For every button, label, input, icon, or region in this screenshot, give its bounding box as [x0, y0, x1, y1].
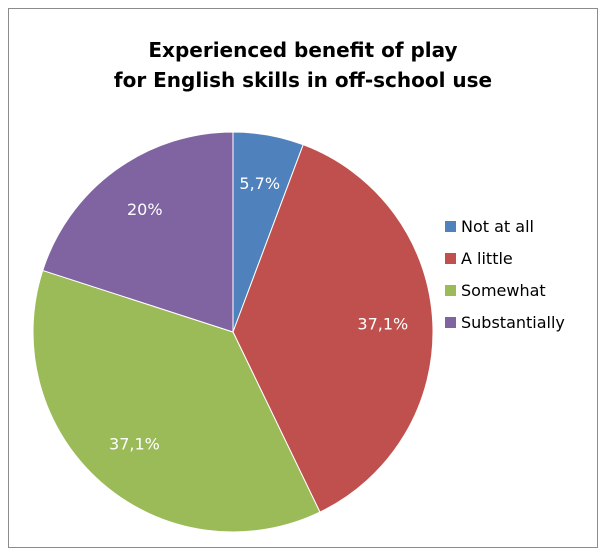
legend-swatch-not-at-all	[445, 220, 456, 232]
pie-slice-a-little	[232, 144, 434, 513]
data-label-not-at-all: 5,7%	[239, 174, 280, 193]
legend: Not at all A little Somewhat Substantial…	[445, 210, 565, 338]
data-label-a-little: 37,1%	[357, 315, 408, 334]
chart-title-line-1: Experienced benefit of play	[148, 38, 458, 62]
legend-label-substantially: Substantially	[461, 312, 565, 332]
chart-title-line-2: for English skills in off-school use	[113, 68, 493, 92]
legend-item-a-little: A little	[445, 242, 565, 274]
legend-label-not-at-all: Not at all	[461, 216, 534, 236]
legend-swatch-substantially	[445, 316, 456, 328]
legend-swatch-a-little	[445, 252, 456, 264]
data-label-somewhat: 37,1%	[109, 435, 160, 454]
legend-swatch-somewhat	[445, 284, 456, 296]
chart-title: Experienced benefit of play for English …	[9, 35, 597, 95]
legend-label-somewhat: Somewhat	[461, 280, 546, 300]
legend-label-a-little: A little	[461, 248, 513, 268]
legend-item-substantially: Substantially	[445, 306, 565, 338]
data-label-substantially: 20%	[127, 200, 163, 219]
pie-slice-substantially	[42, 131, 234, 333]
legend-item-not-at-all: Not at all	[445, 210, 565, 242]
pie-slice-somewhat	[32, 269, 321, 533]
legend-item-somewhat: Somewhat	[445, 274, 565, 306]
